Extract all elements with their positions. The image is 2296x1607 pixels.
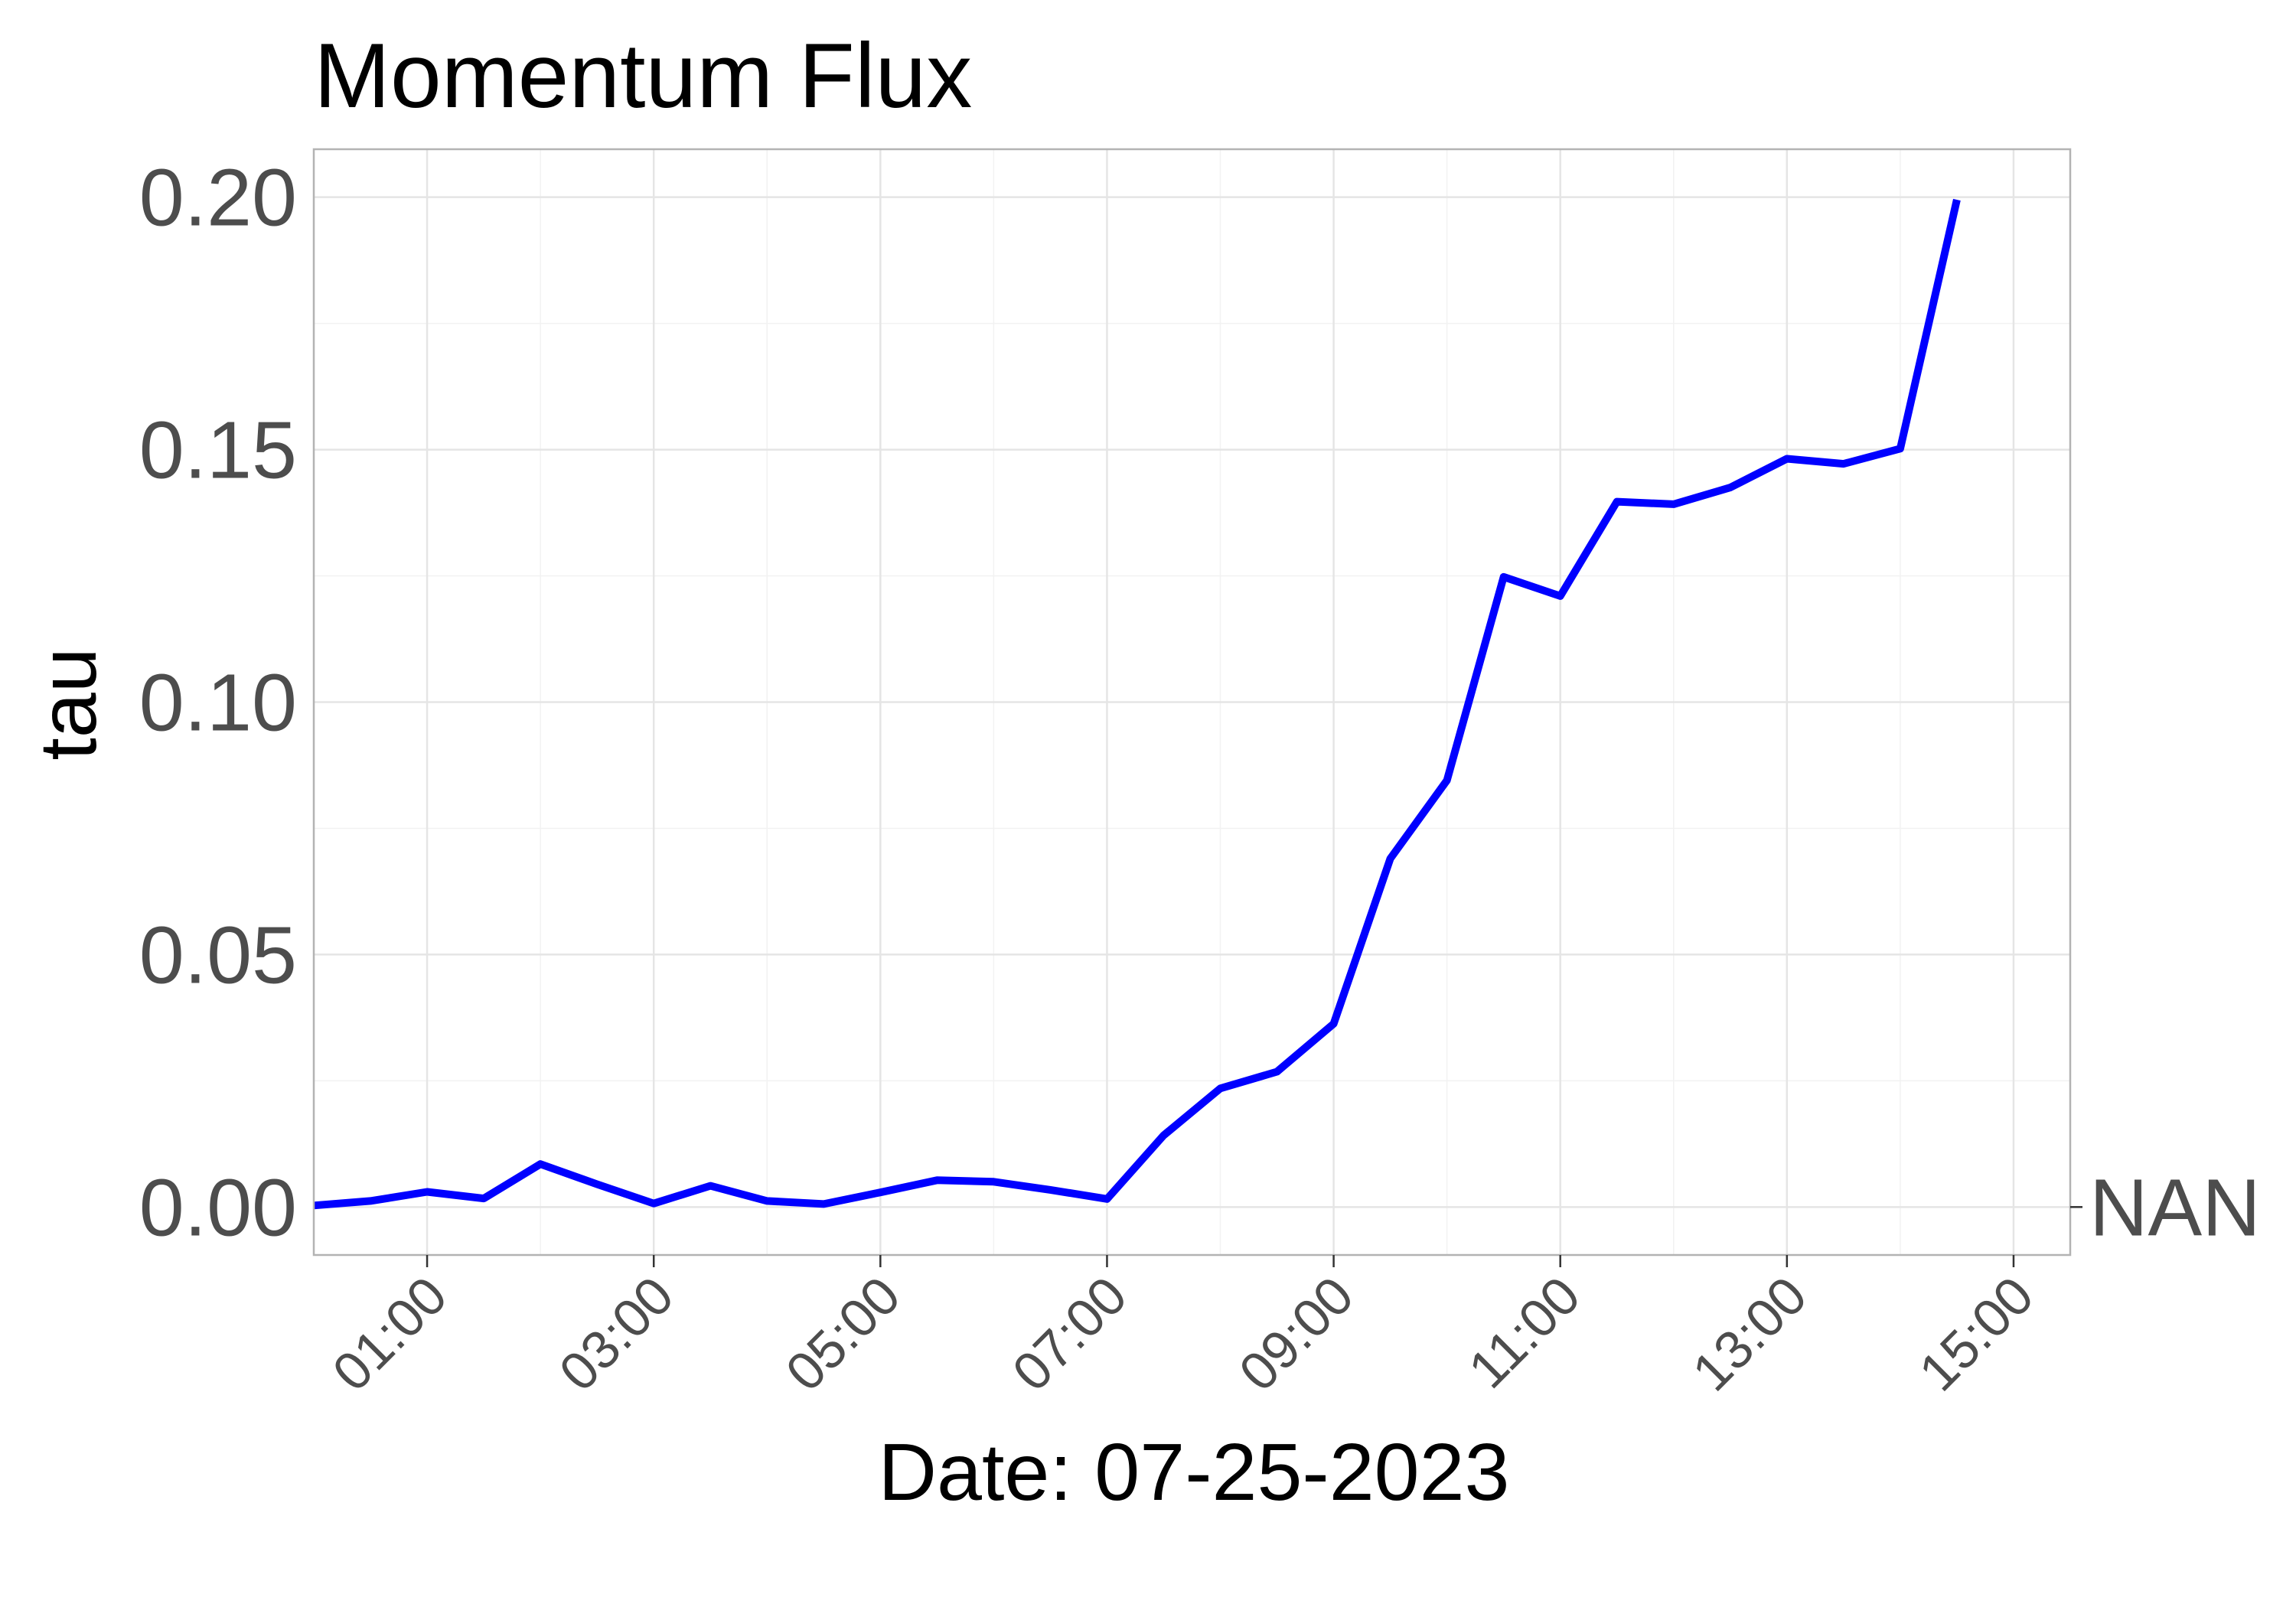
panel-border — [312, 148, 2072, 1257]
y-tick-label: 0.05 — [139, 910, 297, 1000]
y-tick-label: 0.20 — [139, 153, 297, 243]
series-layer — [313, 198, 1961, 1210]
y-axis-title: tau — [23, 647, 113, 760]
y-axis-ticks: 0.00 0.05 0.10 0.15 0.20 — [139, 153, 297, 1253]
chart-title: Momentum Flux — [314, 24, 972, 127]
x-axis-title: Date: 07-25-2023 — [878, 1427, 1509, 1517]
series-line — [313, 198, 1961, 1210]
right-axis: NAN — [2070, 1162, 2261, 1253]
right-axis-label: NAN — [2089, 1162, 2261, 1253]
y-tick-label: 0.00 — [139, 1162, 297, 1253]
major-gridlines — [314, 149, 2070, 1255]
y-tick-label: 0.10 — [139, 658, 297, 748]
y-tick-label: 0.15 — [139, 406, 297, 496]
